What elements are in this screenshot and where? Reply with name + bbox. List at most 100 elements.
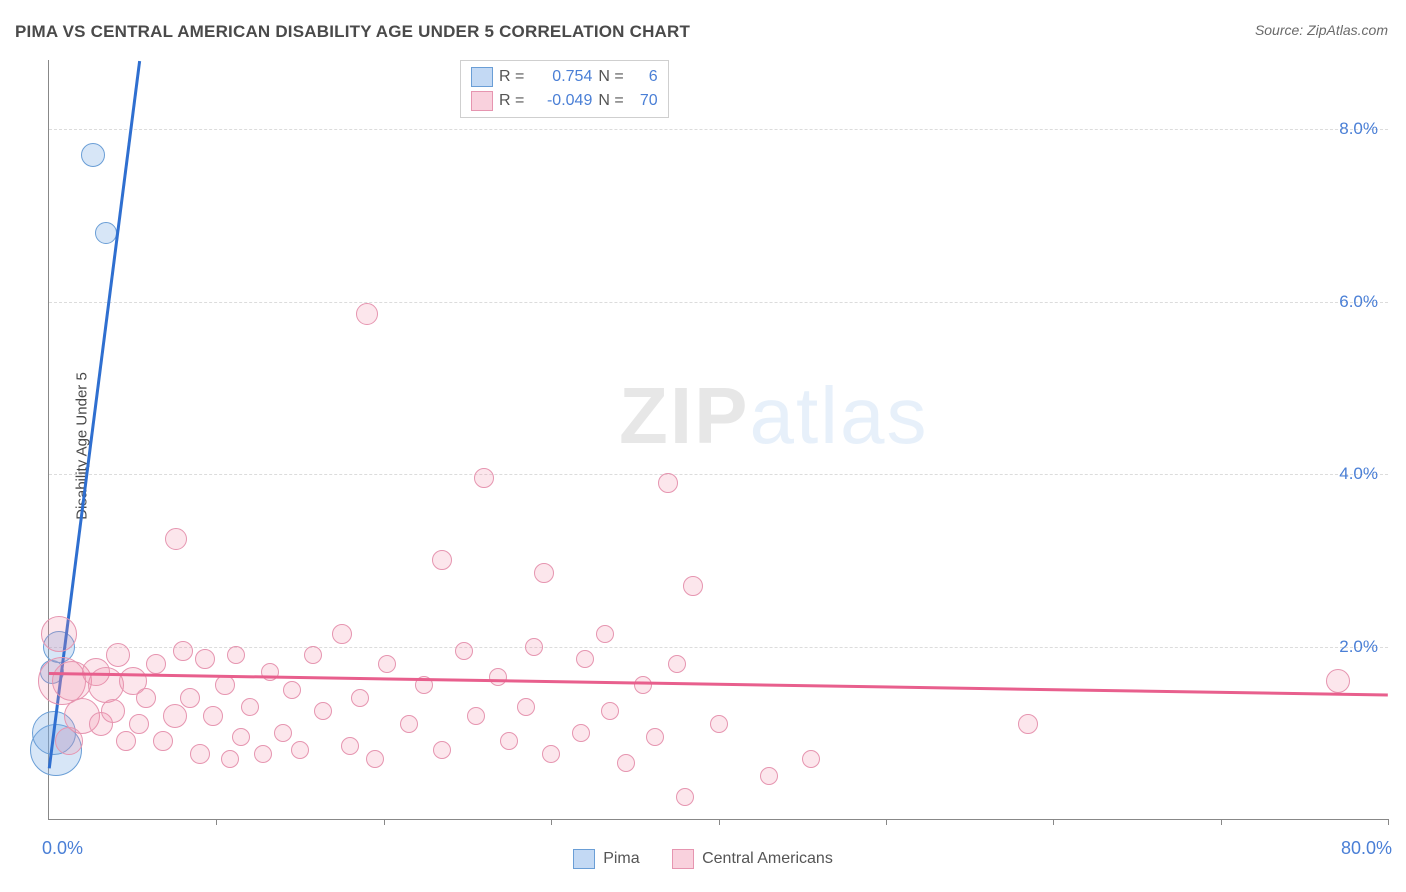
y-tick-label: 8.0% [1339, 119, 1378, 139]
data-point [106, 643, 130, 667]
r-value: 0.754 [530, 68, 592, 86]
data-point [291, 741, 309, 759]
x-axis-max-label: 80.0% [1341, 838, 1392, 859]
r-value: -0.049 [530, 92, 592, 110]
data-point [542, 745, 560, 763]
data-point [534, 563, 554, 583]
data-point [634, 676, 652, 694]
data-point [129, 714, 149, 734]
data-point [232, 728, 250, 746]
n-label: N = [598, 68, 623, 86]
data-point [467, 707, 485, 725]
legend-row-ca: R = -0.049 N = 70 [471, 89, 658, 113]
series-legend: Pima Central Americans [0, 849, 1406, 874]
data-point [676, 788, 694, 806]
data-point [241, 698, 259, 716]
data-point [668, 655, 686, 673]
data-point [1326, 669, 1350, 693]
correlation-legend: R = 0.754 N = 6 R = -0.049 N = 70 [460, 60, 669, 118]
n-value: 6 [630, 68, 658, 86]
data-point [646, 728, 664, 746]
trend-line [49, 672, 1388, 696]
data-point [195, 649, 215, 669]
data-point [274, 724, 292, 742]
gridline [49, 474, 1388, 475]
gridline [49, 647, 1388, 648]
gridline [49, 129, 1388, 130]
data-point [433, 741, 451, 759]
swatch-pink [672, 849, 694, 869]
data-point [221, 750, 239, 768]
watermark-atlas: atlas [749, 371, 928, 460]
data-point [180, 688, 200, 708]
source-label: Source: ZipAtlas.com [1255, 22, 1388, 38]
data-point [601, 702, 619, 720]
data-point [163, 704, 187, 728]
data-point [101, 699, 125, 723]
r-label: R = [499, 92, 524, 110]
data-point [658, 473, 678, 493]
data-point [190, 744, 210, 764]
data-point [136, 688, 156, 708]
data-point [517, 698, 535, 716]
data-point [500, 732, 518, 750]
data-point [314, 702, 332, 720]
x-tick [216, 819, 217, 825]
legend-row-pima: R = 0.754 N = 6 [471, 65, 658, 89]
data-point [332, 624, 352, 644]
data-point [710, 715, 728, 733]
y-tick-label: 6.0% [1339, 292, 1378, 312]
swatch-pink [471, 91, 493, 111]
y-tick-label: 2.0% [1339, 637, 1378, 657]
data-point [341, 737, 359, 755]
r-label: R = [499, 68, 524, 86]
data-point [400, 715, 418, 733]
data-point [203, 706, 223, 726]
n-label: N = [598, 92, 623, 110]
n-value: 70 [630, 92, 658, 110]
gridline [49, 302, 1388, 303]
legend-item-pima: Pima [573, 849, 639, 869]
chart-title: PIMA VS CENTRAL AMERICAN DISABILITY AGE … [15, 22, 690, 42]
data-point [378, 655, 396, 673]
x-tick [551, 819, 552, 825]
data-point [351, 689, 369, 707]
legend-item-ca: Central Americans [672, 849, 833, 869]
data-point [95, 222, 117, 244]
plot-area: ZIPatlas 2.0% 4.0% 6.0% 8.0% [48, 60, 1388, 820]
data-point [760, 767, 778, 785]
x-tick [886, 819, 887, 825]
data-point [41, 616, 77, 652]
data-point [356, 303, 378, 325]
data-point [153, 731, 173, 751]
x-tick [1221, 819, 1222, 825]
swatch-blue [471, 67, 493, 87]
data-point [474, 468, 494, 488]
x-tick [719, 819, 720, 825]
x-tick [1388, 819, 1389, 825]
data-point [683, 576, 703, 596]
data-point [116, 731, 136, 751]
data-point [227, 646, 245, 664]
watermark: ZIPatlas [619, 370, 928, 462]
legend-label: Central Americans [702, 850, 833, 868]
data-point [215, 675, 235, 695]
data-point [261, 663, 279, 681]
x-axis-min-label: 0.0% [42, 838, 83, 859]
swatch-blue [573, 849, 595, 869]
data-point [81, 143, 105, 167]
x-tick [384, 819, 385, 825]
legend-label: Pima [603, 850, 639, 868]
data-point [617, 754, 635, 772]
data-point [455, 642, 473, 660]
data-point [802, 750, 820, 768]
data-point [576, 650, 594, 668]
data-point [596, 625, 614, 643]
x-tick [1053, 819, 1054, 825]
data-point [304, 646, 322, 664]
watermark-zip: ZIP [619, 371, 749, 460]
data-point [572, 724, 590, 742]
data-point [283, 681, 301, 699]
y-tick-label: 4.0% [1339, 464, 1378, 484]
data-point [1018, 714, 1038, 734]
